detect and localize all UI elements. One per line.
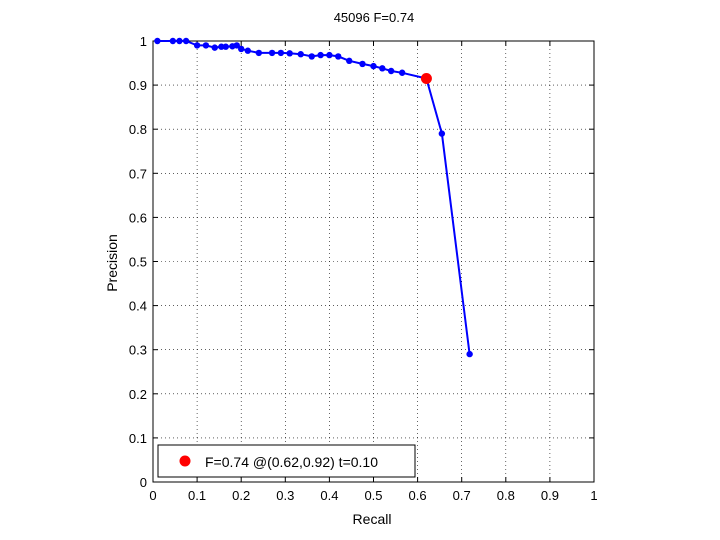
y-tick-label: 0.2 — [129, 387, 147, 402]
x-tick-label: 0.7 — [453, 488, 471, 503]
y-tick-label: 0.1 — [129, 431, 147, 446]
x-tick-label: 0.8 — [497, 488, 515, 503]
pr-curve-point — [387, 67, 395, 75]
pr-curve-point — [211, 44, 218, 51]
pr-curve-point — [176, 37, 183, 45]
pr-curve-point — [326, 51, 333, 59]
pr-curve-point — [193, 42, 201, 49]
pr-curve-point — [277, 49, 285, 57]
y-tick-label: 0.3 — [129, 343, 147, 358]
pr-curve-point — [238, 45, 245, 53]
y-tick-label: 0.8 — [129, 122, 147, 137]
best-f-point — [420, 72, 432, 84]
x-axis-label: Recall — [353, 511, 392, 527]
pr-curve-point — [268, 49, 276, 57]
pr-curve-point — [202, 42, 210, 49]
pr-curve-point — [438, 130, 446, 137]
pr-curve-point — [169, 37, 177, 45]
pr-curve-point — [346, 57, 353, 65]
legend-label: F=0.74 @(0.62,0.92) t=0.10 — [205, 454, 378, 470]
pr-curve-point — [359, 60, 366, 68]
x-tick-label: 0.6 — [409, 488, 427, 503]
pr-curve-point — [286, 50, 293, 57]
legend-marker — [179, 455, 191, 467]
y-tick-label: 0 — [140, 475, 147, 490]
pr-curve-point — [222, 43, 229, 50]
x-tick-label: 0.4 — [320, 488, 338, 503]
pr-curve-point — [182, 37, 190, 45]
x-tick-label: 0 — [149, 488, 156, 503]
x-tick-label: 0.1 — [188, 488, 206, 503]
pr-curve-point — [244, 47, 252, 54]
pr-curve-point — [218, 43, 225, 50]
x-tick-label: 1 — [590, 488, 597, 503]
chart-title: 45096 F=0.74 — [334, 10, 415, 25]
x-tick-label: 0.9 — [541, 488, 559, 503]
pr-curve-point — [379, 65, 386, 72]
pr-curve-point — [335, 53, 342, 60]
y-tick-label: 1 — [140, 34, 147, 49]
pr-curve-point — [233, 42, 240, 49]
legend-box — [157, 444, 416, 478]
pr-curve-point — [255, 49, 263, 57]
pr-curve-point — [308, 53, 315, 60]
y-tick-label: 0.4 — [129, 299, 147, 314]
pr-curve-point — [154, 37, 161, 45]
axes-box — [152, 40, 595, 483]
y-axis-label: Precision — [104, 234, 120, 292]
pr-curve-point — [398, 69, 406, 76]
x-tick-label: 0.5 — [364, 488, 382, 503]
y-tick-label: 0.7 — [129, 166, 147, 181]
x-tick-label: 0.3 — [276, 488, 294, 503]
pr-curve-point — [370, 62, 377, 70]
y-tick-label: 0.9 — [129, 78, 147, 93]
y-tick-label: 0.5 — [129, 255, 147, 270]
pr-curve-point — [297, 51, 304, 58]
x-tick-label: 0.2 — [232, 488, 250, 503]
pr-curve-point — [466, 350, 473, 358]
pr-curve-point — [317, 51, 324, 59]
y-tick-label: 0.6 — [129, 210, 147, 225]
